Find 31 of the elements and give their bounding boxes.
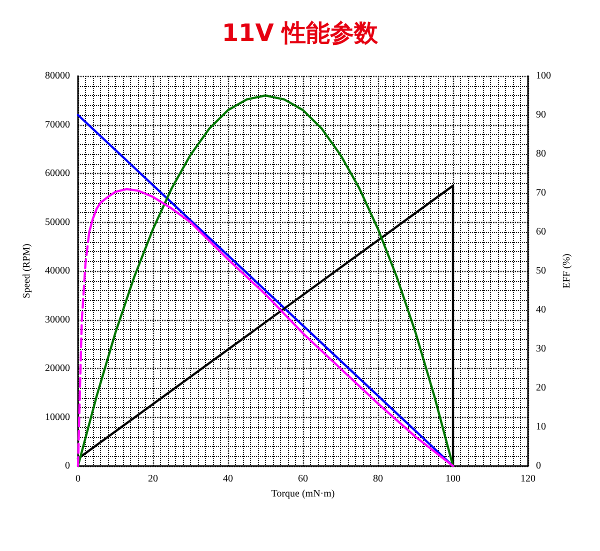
- x-tick-label: 60: [298, 474, 308, 484]
- y2-tick-label: 30: [536, 344, 546, 354]
- y2-tick-label: 80: [536, 148, 546, 160]
- x-tick-label: 0: [76, 474, 80, 484]
- y2-tick-label: 90: [536, 110, 546, 120]
- y2-tick-label: 0: [536, 460, 541, 472]
- y-tick-label: 50000: [45, 216, 70, 228]
- chart-title: 11V 性能参数: [222, 19, 380, 47]
- y-tick-label: 30000: [45, 314, 70, 326]
- x-tick-label: 20: [148, 474, 158, 484]
- x-tick-label: 80: [373, 474, 383, 484]
- x-axis-title: Torque (mN·m): [271, 488, 335, 500]
- y2-axis-title: EFF (%): [561, 254, 572, 288]
- y2-tick-label: 100: [536, 70, 551, 82]
- y-tick-label: 0: [65, 460, 70, 472]
- y2-tick-label: 60: [536, 226, 546, 238]
- x-tick-label: 40: [223, 474, 233, 484]
- y-axis-title: Speed (RPM): [22, 244, 32, 298]
- y-tick-label: 10000: [45, 412, 70, 423]
- y2-tick-label: 40: [536, 304, 546, 316]
- y2-tick-label: 20: [536, 382, 546, 394]
- y-tick-label: 60000: [45, 168, 70, 179]
- x-tick-label: 120: [520, 474, 536, 484]
- y2-tick-label: 70: [536, 188, 546, 198]
- y2-tick-label: 50: [536, 266, 546, 276]
- y-tick-label: 70000: [45, 119, 70, 130]
- y-tick-label: 80000: [45, 70, 70, 82]
- y-tick-label: 40000: [45, 266, 70, 276]
- x-tick-label: 100: [446, 474, 460, 484]
- y-tick-label: 20000: [45, 363, 70, 374]
- y2-tick-label: 10: [536, 422, 546, 432]
